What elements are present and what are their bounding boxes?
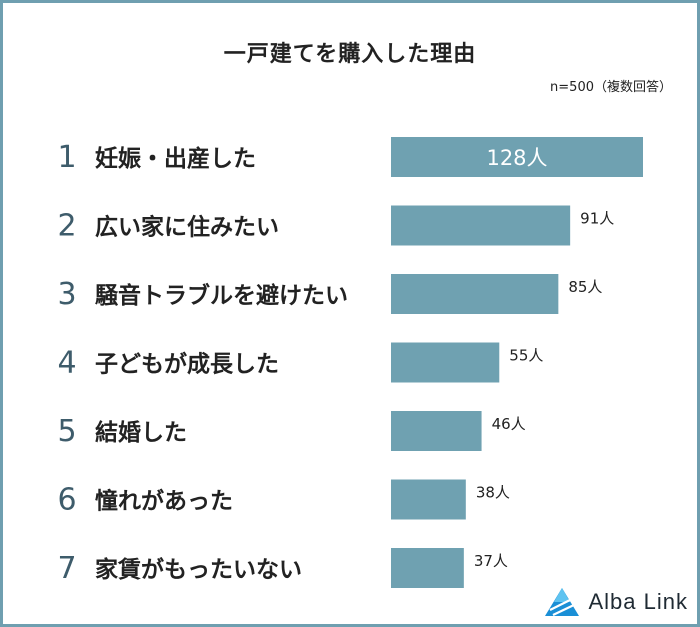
rank-number: 3 <box>57 277 76 312</box>
value-label: 91人 <box>580 210 614 228</box>
value-label: 85人 <box>568 278 602 296</box>
category-label: 家賃がもったいない <box>95 556 302 583</box>
bar <box>391 342 500 383</box>
value-label: 38人 <box>476 484 510 502</box>
rank-number: 4 <box>57 346 76 381</box>
rank-number: 7 <box>57 551 76 586</box>
value-label: 37人 <box>474 552 508 570</box>
bar <box>391 548 464 588</box>
bar <box>391 137 643 177</box>
chart-title: 一戸建てを購入した理由 <box>223 42 477 67</box>
brand-logo: Alba Link <box>544 587 688 617</box>
category-label: 結婚した <box>95 419 187 446</box>
category-label: 広い家に住みたい <box>95 214 279 241</box>
category-label: 騒音トラブルを避けたい <box>95 282 348 309</box>
alba-link-logo-icon <box>545 588 580 616</box>
bar <box>391 479 466 520</box>
category-label: 子どもが成長した <box>95 351 279 378</box>
value-label: 128人 <box>486 146 547 170</box>
rank-number: 5 <box>57 414 76 449</box>
category-label: 憧れがあった <box>95 488 233 515</box>
bar <box>391 205 571 246</box>
value-label: 55人 <box>509 347 543 365</box>
value-label: 46人 <box>492 415 526 433</box>
rank-number: 2 <box>57 209 76 244</box>
sample-size-note: n=500（複数回答） <box>550 80 672 95</box>
bar <box>391 411 482 451</box>
brand-name: Alba Link <box>588 589 688 614</box>
category-label: 妊娠・出産した <box>95 145 256 172</box>
rank-number: 6 <box>57 483 76 518</box>
bar <box>391 274 559 314</box>
rank-number: 1 <box>57 140 76 175</box>
